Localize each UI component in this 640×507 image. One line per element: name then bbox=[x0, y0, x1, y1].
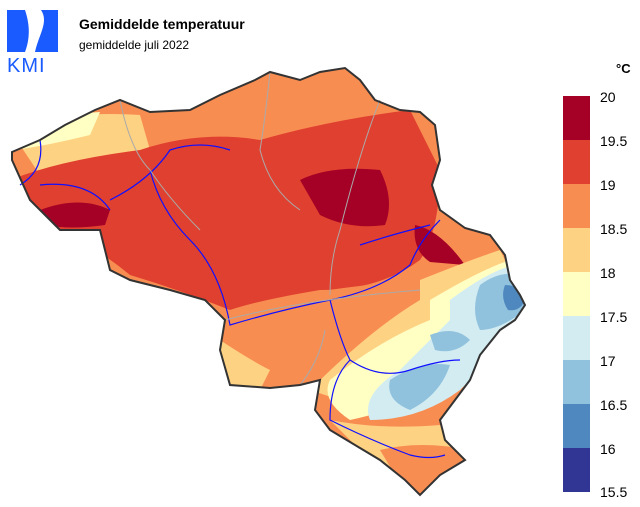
map-subtitle: gemiddelde juli 2022 bbox=[79, 38, 190, 52]
legend-swatch bbox=[563, 228, 590, 272]
legend-tick: 15.5 bbox=[600, 484, 628, 500]
legend-tick: 18 bbox=[600, 265, 616, 281]
zone-18-18.5 bbox=[220, 340, 270, 390]
legend-tick: 17 bbox=[600, 353, 616, 369]
legend-tick: 20 bbox=[600, 89, 616, 105]
zone-16.5-17 bbox=[389, 364, 450, 410]
legend-swatch bbox=[563, 184, 590, 228]
legend-tick: 19.5 bbox=[600, 133, 628, 149]
zone-18.5-19 bbox=[380, 445, 470, 495]
map-title: Gemiddelde temperatuur bbox=[79, 16, 245, 32]
legend-unit: °C bbox=[616, 61, 631, 76]
legend-tick: 17.5 bbox=[600, 309, 628, 325]
legend-swatch bbox=[563, 140, 590, 184]
color-legend bbox=[563, 96, 590, 492]
province-borders bbox=[119, 71, 421, 386]
legend-swatch bbox=[563, 96, 590, 140]
legend-tick: 19 bbox=[600, 177, 616, 193]
svg-text:KMI: KMI bbox=[7, 55, 46, 74]
zone-19.5-20 bbox=[40, 202, 110, 228]
zone-19.5-20 bbox=[300, 168, 389, 227]
legend-swatch bbox=[563, 404, 590, 448]
legend-swatch bbox=[563, 360, 590, 404]
legend-tick: 18.5 bbox=[600, 221, 628, 237]
rivers bbox=[19, 139, 461, 459]
zone-18.5-19 bbox=[220, 280, 420, 354]
zone-16.5-17 bbox=[430, 331, 470, 352]
legend-tick: 16.5 bbox=[600, 397, 628, 413]
legend-swatch bbox=[563, 448, 590, 492]
legend-tick: 16 bbox=[600, 441, 616, 457]
legend-swatch bbox=[563, 316, 590, 360]
temperature-map bbox=[11, 67, 526, 496]
kmi-logo: KMI bbox=[7, 10, 58, 74]
legend-swatch bbox=[563, 272, 590, 316]
